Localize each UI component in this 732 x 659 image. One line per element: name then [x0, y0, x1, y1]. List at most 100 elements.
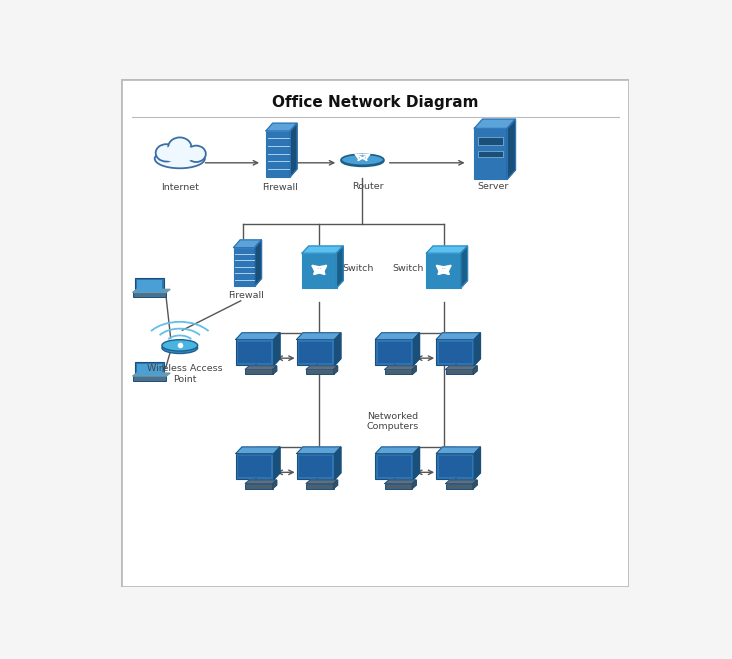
- Bar: [306, 370, 334, 374]
- Ellipse shape: [156, 144, 177, 161]
- Bar: [236, 453, 274, 480]
- Ellipse shape: [162, 145, 196, 163]
- Bar: [266, 131, 291, 177]
- Bar: [376, 339, 414, 365]
- Polygon shape: [234, 240, 261, 248]
- Bar: [378, 342, 411, 362]
- Text: Switch: Switch: [392, 264, 423, 273]
- Ellipse shape: [341, 156, 384, 166]
- Text: Firewall: Firewall: [262, 183, 298, 192]
- Polygon shape: [414, 333, 419, 365]
- Polygon shape: [385, 480, 417, 484]
- Polygon shape: [412, 480, 417, 488]
- Text: Router: Router: [352, 182, 384, 191]
- Ellipse shape: [168, 138, 191, 157]
- Text: Firewall: Firewall: [228, 291, 264, 300]
- Polygon shape: [473, 366, 477, 374]
- Bar: [137, 281, 162, 291]
- Text: Wireless Access
Point: Wireless Access Point: [147, 364, 223, 384]
- Ellipse shape: [162, 339, 198, 351]
- Polygon shape: [461, 246, 468, 287]
- Polygon shape: [334, 480, 337, 488]
- Bar: [436, 339, 474, 365]
- Polygon shape: [474, 447, 480, 480]
- Polygon shape: [236, 447, 280, 453]
- Polygon shape: [306, 366, 337, 370]
- Text: Office Network Diagram: Office Network Diagram: [272, 96, 479, 111]
- Polygon shape: [335, 333, 341, 365]
- Polygon shape: [274, 333, 280, 365]
- Polygon shape: [376, 333, 419, 339]
- Bar: [427, 253, 461, 287]
- Bar: [436, 453, 474, 480]
- Bar: [132, 376, 166, 381]
- Text: Networked
Computers: Networked Computers: [367, 412, 419, 431]
- Bar: [245, 370, 272, 374]
- Polygon shape: [132, 289, 170, 293]
- Polygon shape: [474, 333, 480, 365]
- Polygon shape: [335, 447, 341, 480]
- Polygon shape: [376, 447, 419, 453]
- Polygon shape: [245, 366, 277, 370]
- Polygon shape: [414, 447, 419, 480]
- Bar: [296, 339, 335, 365]
- Ellipse shape: [162, 342, 198, 353]
- Bar: [385, 484, 412, 488]
- Bar: [376, 453, 414, 480]
- FancyBboxPatch shape: [122, 79, 629, 587]
- Bar: [234, 248, 255, 286]
- Polygon shape: [473, 480, 477, 488]
- Ellipse shape: [341, 154, 384, 165]
- Polygon shape: [302, 246, 343, 253]
- Polygon shape: [132, 373, 170, 376]
- Polygon shape: [436, 333, 480, 339]
- Bar: [239, 456, 272, 477]
- Bar: [299, 456, 332, 477]
- Polygon shape: [412, 366, 417, 374]
- Polygon shape: [385, 366, 417, 370]
- Polygon shape: [266, 123, 297, 131]
- Bar: [478, 137, 503, 145]
- Polygon shape: [436, 447, 480, 453]
- Bar: [137, 364, 162, 375]
- Bar: [299, 342, 332, 362]
- Polygon shape: [291, 123, 297, 177]
- Bar: [446, 484, 473, 488]
- Text: Switch: Switch: [343, 264, 374, 273]
- Text: Server: Server: [477, 182, 509, 191]
- Bar: [378, 456, 411, 477]
- Bar: [446, 370, 473, 374]
- Polygon shape: [507, 119, 515, 179]
- Polygon shape: [446, 366, 477, 370]
- Bar: [135, 362, 164, 378]
- Polygon shape: [446, 480, 477, 484]
- Polygon shape: [337, 246, 343, 287]
- Bar: [245, 484, 272, 488]
- Bar: [438, 342, 472, 362]
- Bar: [135, 278, 164, 293]
- Bar: [385, 370, 412, 374]
- Bar: [236, 339, 274, 365]
- Polygon shape: [334, 366, 337, 374]
- Polygon shape: [272, 480, 277, 488]
- Polygon shape: [272, 366, 277, 374]
- Bar: [438, 456, 472, 477]
- Bar: [132, 293, 166, 297]
- Bar: [296, 453, 335, 480]
- Ellipse shape: [154, 149, 205, 168]
- Ellipse shape: [187, 146, 206, 162]
- Polygon shape: [296, 447, 341, 453]
- Polygon shape: [296, 333, 341, 339]
- Bar: [306, 484, 334, 488]
- Bar: [478, 151, 503, 157]
- Bar: [474, 129, 507, 179]
- Text: Internet: Internet: [161, 183, 198, 192]
- Polygon shape: [236, 333, 280, 339]
- Polygon shape: [306, 480, 337, 484]
- Polygon shape: [474, 119, 515, 129]
- Polygon shape: [427, 246, 468, 253]
- Bar: [302, 253, 337, 287]
- Polygon shape: [274, 447, 280, 480]
- Polygon shape: [245, 480, 277, 484]
- Polygon shape: [255, 240, 261, 286]
